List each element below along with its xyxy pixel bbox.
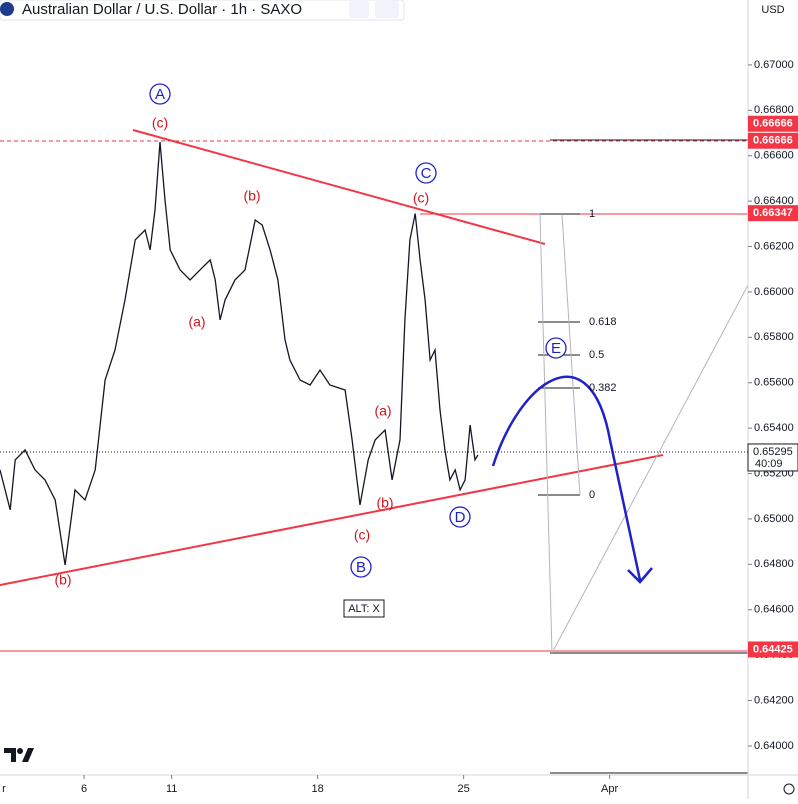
projection-arrow xyxy=(627,567,653,584)
upper-trendline xyxy=(132,129,546,245)
tv-logo xyxy=(4,748,34,762)
wave-label: (c) xyxy=(152,115,168,131)
fib-edge xyxy=(539,213,553,654)
alt-label: ALT: X xyxy=(348,603,380,615)
fib-label: 0.618 xyxy=(589,316,617,328)
fib-label: 1 xyxy=(589,208,595,220)
y-tick-label: 0.64800 xyxy=(754,558,794,570)
fib-edge xyxy=(551,284,749,654)
y-tick-label: 0.65600 xyxy=(754,377,794,389)
fib-edge xyxy=(561,213,581,496)
last-price-box xyxy=(747,443,798,472)
fib-label: 0.5 xyxy=(589,349,604,361)
wave-circle xyxy=(449,506,471,528)
x-tick-label: 18 xyxy=(312,783,324,795)
last-price-label: 0.65295 xyxy=(753,446,793,458)
plot-area xyxy=(0,129,749,774)
y-tick-label: 0.66200 xyxy=(754,240,794,252)
countdown-label: 40:09 xyxy=(755,458,783,470)
y-tick-label: 0.64600 xyxy=(754,604,794,616)
y-tick-label: 0.65000 xyxy=(754,513,794,525)
wave-label: (b) xyxy=(376,495,393,511)
price-level-label: 0.66347 xyxy=(753,207,793,219)
wave-label: (b) xyxy=(54,572,71,588)
wave-label: (b) xyxy=(243,188,260,204)
y-tick-label: 0.66000 xyxy=(754,286,794,298)
alt-box xyxy=(343,599,385,618)
x-tick-label: 25 xyxy=(458,783,470,795)
y-tick-label: 0.66800 xyxy=(754,104,794,116)
y-tick-label: 0.64200 xyxy=(754,694,794,706)
price-level-label: 0.66666 xyxy=(753,135,793,147)
title-box xyxy=(0,0,405,21)
icon-button[interactable] xyxy=(349,1,369,18)
x-tick-label: Apr xyxy=(601,783,618,795)
wave-label: D xyxy=(455,509,466,526)
y-tick-label: 0.66400 xyxy=(754,195,794,207)
price-level-box xyxy=(748,115,798,132)
wave-label: E xyxy=(551,340,561,357)
y-tick-label: 0.65800 xyxy=(754,331,794,343)
x-tick-label: 6 xyxy=(81,783,87,795)
price-line xyxy=(0,142,479,566)
price-level-box xyxy=(748,641,798,658)
wave-label: (a) xyxy=(374,403,391,419)
icon-button[interactable] xyxy=(375,1,399,18)
fib-label: 0 xyxy=(589,489,595,501)
wave-label: A xyxy=(155,86,165,103)
x-tick-label: 11 xyxy=(166,783,177,795)
flag-icon xyxy=(0,2,14,16)
price-level-label: 0.66666 xyxy=(753,118,793,130)
settings-icon[interactable] xyxy=(783,783,795,795)
x-tick-label: r xyxy=(2,783,6,795)
wave-label: (c) xyxy=(413,190,429,206)
fib-label: 0.382 xyxy=(589,382,617,394)
chart-title: Australian Dollar / U.S. Dollar · 1h · S… xyxy=(22,1,302,18)
y-tick-label: 0.65400 xyxy=(754,422,794,434)
price-level-label: 0.64425 xyxy=(753,643,793,655)
wave-label: B xyxy=(356,559,366,576)
y-tick-label: 0.67000 xyxy=(754,59,794,71)
wave-label: (a) xyxy=(188,314,205,330)
wave-circle xyxy=(545,337,567,359)
y-tick-label: 0.64000 xyxy=(754,740,794,752)
currency-label: USD xyxy=(761,4,784,16)
y-tick-label: 0.66600 xyxy=(754,150,794,162)
price-level-box xyxy=(748,132,798,149)
wave-circle xyxy=(415,162,437,184)
wave-circle xyxy=(350,556,372,578)
wave-label: (c) xyxy=(354,527,370,543)
price-level-box xyxy=(748,205,798,222)
projection-arc xyxy=(491,375,642,581)
wave-label: C xyxy=(421,165,432,182)
wave-circle xyxy=(149,83,171,105)
lower-trendline xyxy=(0,454,664,586)
